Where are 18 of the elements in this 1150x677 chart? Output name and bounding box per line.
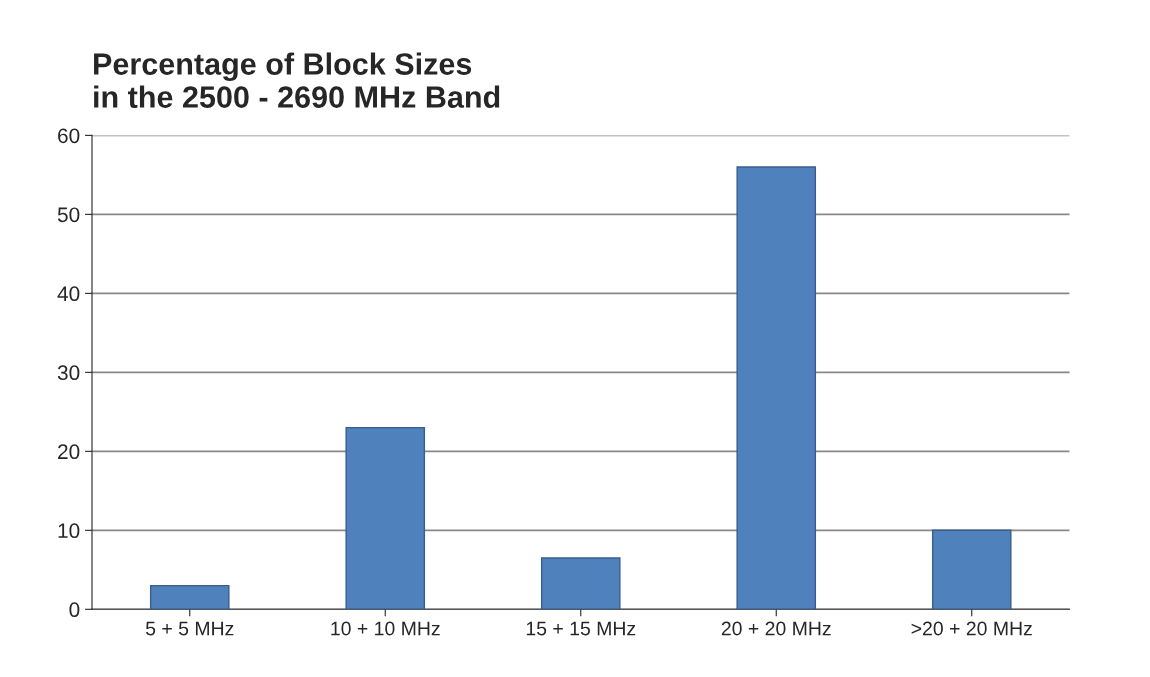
bar [345,426,426,610]
bar [931,529,1012,610]
y-tick-label: 10 [58,523,80,539]
chart-title: Percentage of Block Sizes in the 2500 - 2690 MHz Band [94,52,500,108]
x-tick-label: 5 + 5 MHz [145,621,234,636]
y-tick-label: 60 [58,128,80,144]
bar [540,557,621,610]
x-tick-label: 20 + 20 MHz [721,621,831,636]
x-tick-label: 15 + 15 MHz [526,621,636,636]
x-tick-label: 10 + 10 MHz [331,621,440,636]
y-tick-label: 40 [57,286,80,302]
y-tick-label: 50 [57,207,80,223]
bar [736,166,817,610]
y-tick-label: 0 [69,602,80,618]
bar [149,584,230,610]
y-tick-label: 20 [58,444,80,460]
y-tick-label: 30 [57,365,80,381]
x-tick-label: >20 + 20 MHz [911,621,1032,636]
